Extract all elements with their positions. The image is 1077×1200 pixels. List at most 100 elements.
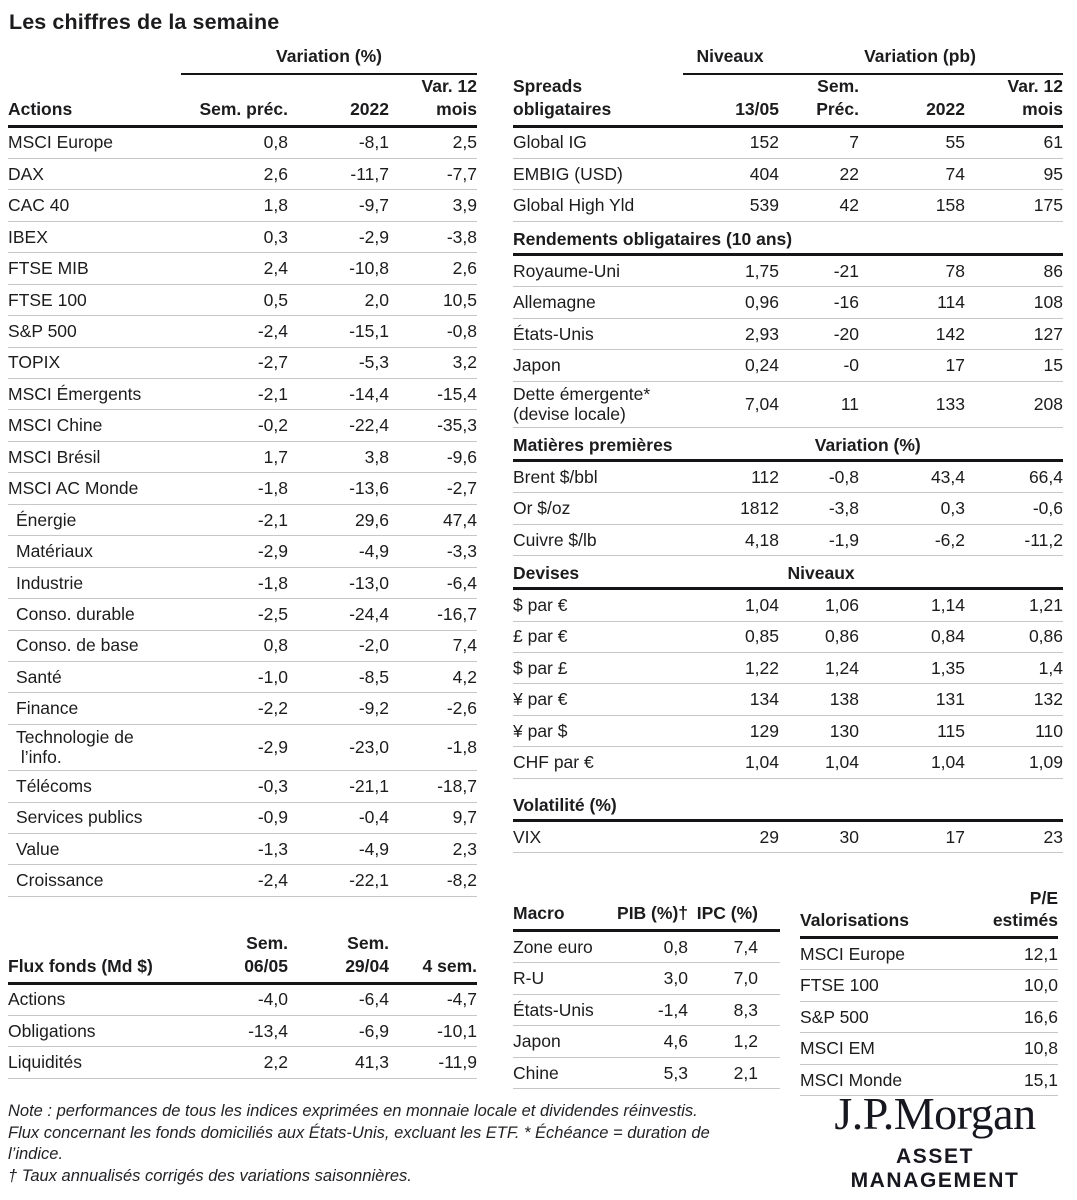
volatilite-section-header: Volatilité (%) — [513, 788, 1063, 822]
row-value: 0,86 — [824, 626, 859, 647]
section-title: Volatilité (%) — [513, 794, 617, 815]
table-row: Technologie de l’info. -2,9 -23,0 -1,8 — [8, 725, 477, 772]
row-label: Global High Yld — [513, 195, 635, 216]
row-label: Finance — [16, 698, 79, 719]
row-value: -13,4 — [248, 1020, 288, 1041]
row-label: Énergie — [16, 509, 77, 530]
row-value: 115 — [937, 720, 965, 741]
row-label: CAC 40 — [8, 195, 70, 216]
row-value: 47,4 — [442, 509, 477, 530]
table-row: Or $/oz 1812 -3,8 0,3 -0,6 — [513, 493, 1063, 525]
row-value: 1812 — [740, 498, 779, 519]
table-row: £ par € 0,85 0,86 0,84 0,86 — [513, 622, 1063, 654]
valorisations-header-row: Valorisations P/E estimés — [800, 880, 1058, 939]
row-value: 1,21 — [1028, 595, 1063, 616]
row-value: 4,2 — [452, 666, 477, 687]
row-value: 5,3 — [663, 1062, 688, 1083]
row-value: 1,35 — [930, 657, 965, 678]
row-value: 1,04 — [744, 595, 779, 616]
row-value: 1,04 — [744, 752, 779, 773]
row-value: 7,0 — [733, 968, 758, 989]
table-row: Brent $/bbl 112 -0,8 43,4 66,4 — [513, 462, 1063, 494]
column-header: Actions — [8, 98, 73, 119]
table-row: MSCI Europe 0,8 -8,1 2,5 — [8, 128, 477, 159]
row-label: Obligations — [8, 1020, 96, 1041]
table-row: MSCI EM 10,8 — [800, 1033, 1058, 1065]
row-value: 43,4 — [930, 466, 965, 487]
row-value: 129 — [749, 720, 779, 741]
table-row: ¥ par $ 129 130 115 110 — [513, 716, 1063, 748]
row-value: -3,8 — [828, 498, 859, 519]
table-row: $ par € 1,04 1,06 1,14 1,21 — [513, 590, 1063, 622]
flux-fonds-table: Flux fonds (Md $) Sem. 06/05 Sem. 29/04 … — [8, 932, 477, 1079]
row-value: -23,0 — [349, 737, 389, 758]
actions-table: Variation (%) Actions Sem. préc. 2022 Va… — [8, 46, 477, 897]
row-label: £ par € — [513, 626, 568, 647]
row-value: -21,1 — [349, 775, 389, 796]
row-value: -2,1 — [257, 509, 288, 530]
row-value: 15,1 — [1023, 1069, 1058, 1090]
row-label: S&P 500 — [8, 321, 77, 342]
section-title: Devises — [513, 563, 580, 584]
row-label: MSCI Europe — [8, 132, 114, 153]
row-value: 66,4 — [1028, 466, 1063, 487]
section-title: Rendements obligataires (10 ans) — [513, 228, 793, 249]
table-row: DAX 2,6 -11,7 -7,7 — [8, 159, 477, 191]
table-row: Croissance -2,4 -22,1 -8,2 — [8, 865, 477, 897]
table-row: Conso. durable -2,5 -24,4 -16,7 — [8, 599, 477, 631]
row-value: 0,8 — [263, 132, 288, 153]
row-value: -11,7 — [350, 163, 389, 184]
row-value: 152 — [749, 132, 779, 153]
row-value: -1,4 — [657, 999, 688, 1020]
row-value: 4,6 — [663, 1031, 688, 1052]
row-value: -0,8 — [828, 466, 859, 487]
table-row: Allemagne 0,96 -16 114 108 — [513, 287, 1063, 319]
row-label: ¥ par € — [513, 689, 568, 710]
row-value: -7,7 — [446, 163, 477, 184]
row-value: 10,8 — [1023, 1038, 1058, 1059]
row-value: 158 — [935, 195, 965, 216]
row-value: 1,22 — [744, 657, 779, 678]
row-value: 0,96 — [744, 292, 779, 313]
row-value: 114 — [937, 292, 965, 313]
row-value: -8,1 — [358, 132, 389, 153]
table-row: Chine 5,3 2,1 — [513, 1058, 780, 1090]
table-row: Value -1,3 -4,9 2,3 — [8, 834, 477, 866]
row-value: -10,1 — [437, 1020, 477, 1041]
row-value: 8,3 — [733, 999, 758, 1020]
row-value: -2,7 — [257, 352, 288, 373]
row-value: 2,5 — [452, 132, 477, 153]
row-value: 127 — [1033, 323, 1063, 344]
row-value: 61 — [1043, 132, 1063, 153]
row-label: Santé — [16, 666, 62, 687]
row-value: -8,5 — [358, 666, 389, 687]
row-label: Télécoms — [16, 775, 92, 796]
row-value: 17 — [945, 355, 965, 376]
table-row: Services publics -0,9 -0,4 9,7 — [8, 803, 477, 834]
row-value: 131 — [935, 689, 965, 710]
row-value: -15,1 — [349, 321, 389, 342]
row-value: -2,1 — [257, 383, 288, 404]
spreads-header-row: Spreads obligataires 13/05 Sem. Préc. 20… — [513, 75, 1063, 128]
group-header-niveaux: Niveaux — [696, 46, 764, 66]
row-value: 2,1 — [733, 1062, 758, 1083]
row-value: -11,2 — [1024, 529, 1063, 550]
row-value: -0,3 — [257, 775, 288, 796]
row-value: 3,0 — [663, 968, 688, 989]
row-label: CHF par € — [513, 752, 594, 773]
row-label: Croissance — [16, 870, 104, 891]
row-value: -1,8 — [446, 737, 477, 758]
row-value: -1,0 — [257, 666, 288, 687]
row-label: Allemagne — [513, 292, 596, 313]
row-value: 0,8 — [263, 635, 288, 656]
row-value: -2,4 — [257, 870, 288, 891]
row-value: 1,06 — [824, 595, 859, 616]
row-label: IBEX — [8, 226, 48, 247]
section-sublabel: Niveaux — [787, 563, 855, 584]
row-value: 138 — [829, 689, 859, 710]
row-label: S&P 500 — [800, 1006, 869, 1027]
row-label: $ par € — [513, 595, 568, 616]
section-title: Matières premières — [513, 434, 673, 455]
row-value: -3,3 — [446, 541, 477, 562]
